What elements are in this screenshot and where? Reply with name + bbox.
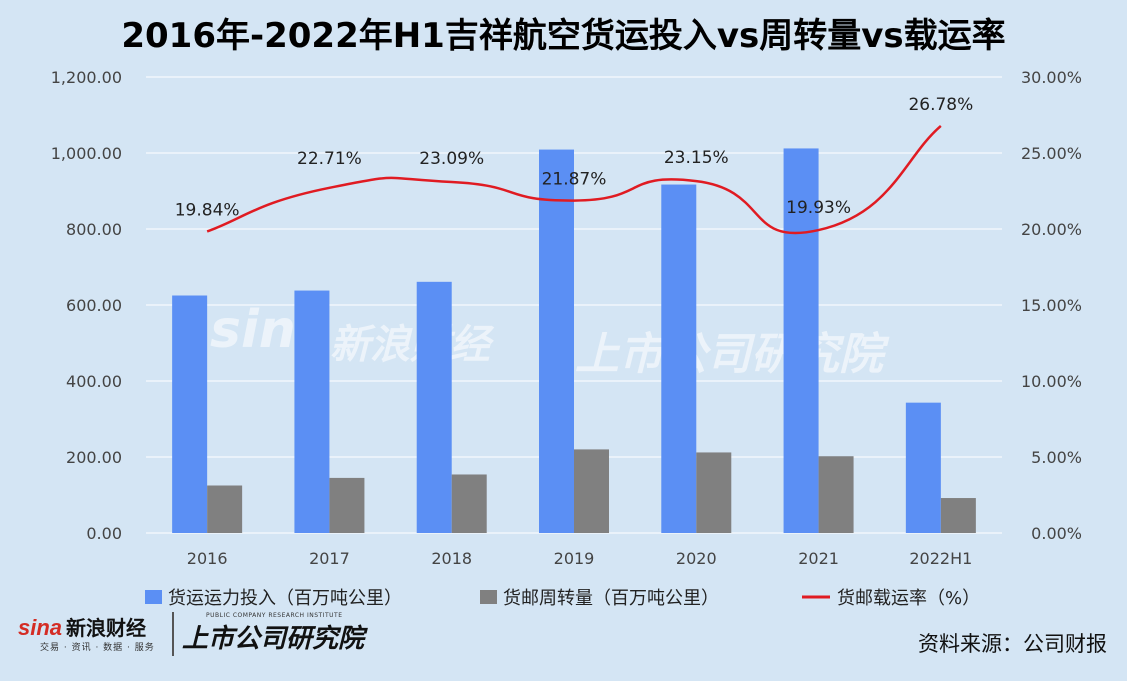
chart-title: 2016年-2022年H1吉祥航空货运投入vs周转量vs载运率	[121, 16, 1006, 56]
line-rate	[206, 124, 942, 235]
y-left-tick-label: 200.00	[66, 448, 122, 467]
bar-capacity	[416, 281, 452, 533]
y-right-tick-label: 20.00%	[1021, 220, 1082, 239]
x-tick-label: 2020	[676, 549, 717, 568]
bar-turnover	[574, 449, 609, 533]
y-left-tick-label: 1,000.00	[51, 144, 122, 163]
data-source: 资料来源：公司财报	[918, 632, 1107, 656]
rate-data-label: 22.71%	[297, 149, 362, 169]
bar-capacity	[294, 290, 330, 533]
rate-data-label: 19.93%	[786, 198, 851, 218]
x-tick-label: 2017	[309, 549, 350, 568]
y-left-tick-label: 1,200.00	[51, 68, 122, 87]
institute-logo-subtitle: PUBLIC COMPANY RESEARCH INSTITUTE	[206, 612, 343, 619]
bar-capacity	[539, 149, 574, 533]
logo-divider	[172, 612, 174, 656]
rate-data-label: 23.09%	[419, 149, 484, 169]
legend-label-capacity: 货运运力投入（百万吨公里）	[168, 588, 402, 609]
bar-turnover	[451, 474, 487, 533]
rate-data-label: 19.84%	[175, 200, 240, 220]
rate-data-label: 21.87%	[542, 170, 607, 190]
bar-capacity	[905, 402, 941, 533]
legend-swatch-turnover	[480, 590, 497, 604]
y-right-tick-label: 25.00%	[1021, 144, 1082, 163]
bar-capacity	[783, 148, 819, 533]
y-left-tick-label: 800.00	[66, 220, 122, 239]
bar-capacity	[172, 295, 208, 533]
y-left-tick-label: 600.00	[66, 296, 122, 315]
y-right-tick-label: 5.00%	[1031, 448, 1082, 467]
sina-logo-latin: sina	[18, 615, 63, 640]
x-tick-label: 2022H1	[909, 549, 972, 568]
sina-logo: sina 新浪财经	[18, 612, 146, 641]
y-right-tick-label: 10.00%	[1021, 372, 1082, 391]
y-right-tick-label: 0.00%	[1031, 524, 1082, 543]
rate-data-label: 26.78%	[908, 95, 973, 115]
institute-logo: 上市公司研究院	[182, 624, 365, 654]
x-tick-label: 2018	[431, 549, 472, 568]
sina-logo-subtitle: 交易 · 资讯 · 数据 · 服务	[40, 643, 155, 653]
x-tick-label: 2019	[554, 549, 595, 568]
bar-turnover	[329, 477, 365, 533]
y-left-tick-label: 400.00	[66, 372, 122, 391]
bar-capacity	[661, 184, 697, 534]
x-tick-label: 2016	[187, 549, 228, 568]
bar-turnover	[207, 485, 243, 533]
sina-logo-cn: 新浪财经	[66, 616, 147, 640]
rate-data-label: 23.15%	[664, 148, 729, 168]
y-right-tick-label: 15.00%	[1021, 296, 1082, 315]
y-right-tick-label: 30.00%	[1021, 68, 1082, 87]
legend-swatch-capacity	[145, 590, 162, 604]
bar-turnover	[818, 456, 854, 533]
legend-label-turnover: 货邮周转量（百万吨公里）	[503, 588, 719, 609]
legend-label-rate: 货邮载运率（%）	[837, 588, 980, 609]
bar-turnover	[696, 452, 732, 533]
bar-turnover	[940, 498, 976, 533]
x-tick-label: 2021	[798, 549, 839, 568]
y-left-tick-label: 0.00	[86, 524, 122, 543]
